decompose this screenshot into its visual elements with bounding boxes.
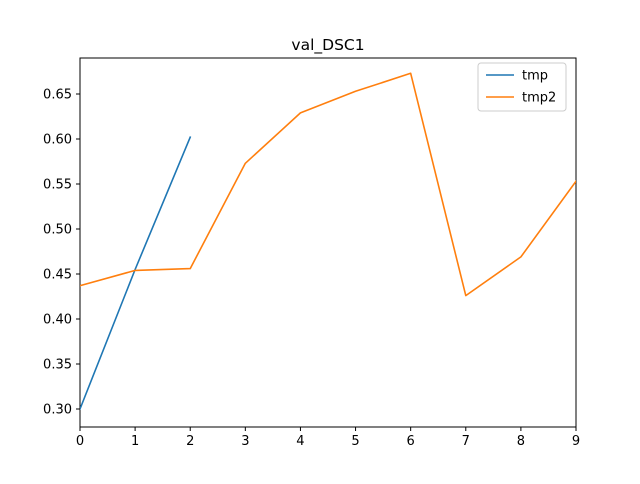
- x-tick-label: 6: [407, 434, 415, 449]
- series-line-tmp2: [80, 72, 576, 297]
- x-tick-label: 9: [572, 434, 580, 449]
- axes-frame: [79, 57, 577, 428]
- y-tick-label: 0.40: [43, 313, 72, 328]
- y-tick-label: 0.30: [43, 403, 72, 418]
- x-tick-label: 8: [517, 434, 525, 449]
- x-tick-label: 2: [186, 434, 194, 449]
- y-tick-label: 0.50: [43, 223, 72, 238]
- series-layer: [80, 72, 576, 411]
- x-tick-label: 7: [462, 434, 470, 449]
- legend-label: tmp2: [522, 91, 556, 106]
- legend-item: tmp2: [486, 91, 556, 106]
- y-tick-label: 0.35: [43, 358, 72, 373]
- x-axis: 0 1 2 3 4 5 6 7 8 9: [76, 427, 580, 449]
- y-tick-label: 0.65: [43, 88, 72, 103]
- x-tick-label: 3: [241, 434, 249, 449]
- legend-item: tmp: [486, 69, 548, 84]
- y-axis: 0.30 0.35 0.40 0.45 0.50 0.55 0.60 0.65: [43, 88, 80, 418]
- plot-area: [79, 57, 577, 428]
- x-tick-label: 1: [131, 434, 139, 449]
- legend: tmp tmp2: [477, 62, 567, 112]
- y-tick-label: 0.55: [43, 178, 72, 193]
- series-line-tmp: [80, 136, 192, 411]
- y-tick-label: 0.45: [43, 268, 72, 283]
- x-tick-label: 5: [351, 434, 359, 449]
- chart-title: val_DSC1: [291, 36, 364, 55]
- x-tick-label: 0: [76, 434, 84, 449]
- y-tick-label: 0.60: [43, 133, 72, 148]
- x-tick-label: 4: [296, 434, 304, 449]
- legend-label: tmp: [522, 69, 548, 84]
